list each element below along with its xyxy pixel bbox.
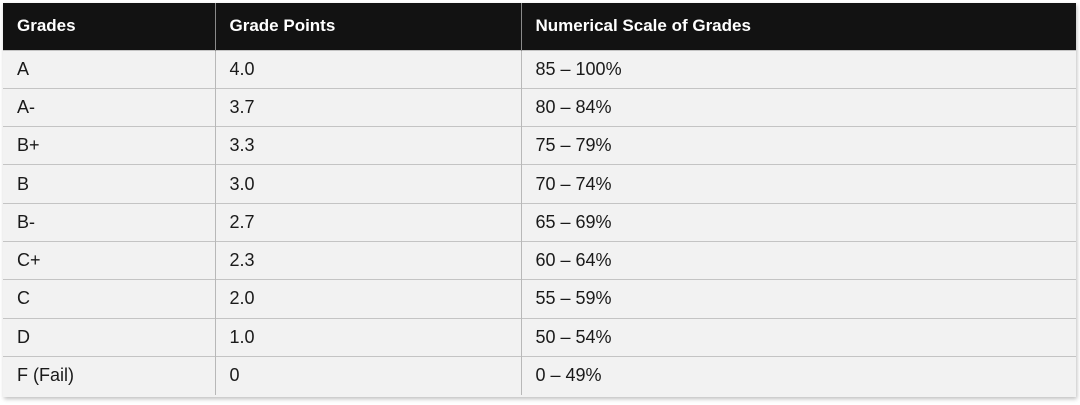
table-row: B+ 3.3 75 – 79% [3,126,1076,165]
column-header-numerical-scale: Numerical Scale of Grades [521,3,1076,50]
grade-points-cell: 1.0 [215,317,522,357]
table-row: D 1.0 50 – 54% [3,317,1076,357]
grade-points-cell: 3.0 [215,164,522,204]
grade-cell: C [3,279,216,319]
table-row: A 4.0 85 – 100% [3,49,1076,89]
grade-points-cell: 2.7 [215,202,522,242]
grade-cell: A [3,49,216,89]
grade-table: Grades Grade Points Numerical Scale of G… [3,3,1076,395]
numerical-scale-cell: 65 – 69% [521,202,1076,242]
numerical-scale-cell: 60 – 64% [521,240,1076,280]
grade-cell: F (Fail) [3,355,216,395]
column-header-grades: Grades [3,3,216,50]
grade-points-cell: 3.3 [215,126,522,165]
column-header-grade-points: Grade Points [215,3,522,50]
grade-cell: B- [3,202,216,242]
grade-cell: B [3,164,216,204]
numerical-scale-cell: 55 – 59% [521,279,1076,319]
table-row: F (Fail) 0 0 – 49% [3,355,1076,395]
table-row: B- 2.7 65 – 69% [3,202,1076,242]
numerical-scale-cell: 85 – 100% [521,49,1076,89]
grade-cell: C+ [3,240,216,280]
numerical-scale-cell: 80 – 84% [521,87,1076,127]
grade-points-cell: 2.0 [215,279,522,319]
table-body: A 4.0 85 – 100% A- 3.7 80 – 84% B+ 3.3 7… [3,49,1076,395]
table-row: B 3.0 70 – 74% [3,164,1076,204]
numerical-scale-cell: 70 – 74% [521,164,1076,204]
table-row: C 2.0 55 – 59% [3,279,1076,319]
numerical-scale-cell: 75 – 79% [521,126,1076,165]
numerical-scale-cell: 0 – 49% [521,355,1076,395]
grade-points-cell: 3.7 [215,87,522,127]
table-header: Grades Grade Points Numerical Scale of G… [3,3,1076,50]
table-row: A- 3.7 80 – 84% [3,87,1076,127]
grade-table-container: Grades Grade Points Numerical Scale of G… [3,3,1076,397]
grade-cell: B+ [3,126,216,165]
grade-points-cell: 0 [215,355,522,395]
header-row: Grades Grade Points Numerical Scale of G… [3,3,1076,50]
grade-points-cell: 4.0 [215,49,522,89]
grade-cell: D [3,317,216,357]
numerical-scale-cell: 50 – 54% [521,317,1076,357]
table-row: C+ 2.3 60 – 64% [3,240,1076,280]
grade-points-cell: 2.3 [215,240,522,280]
grade-cell: A- [3,87,216,127]
